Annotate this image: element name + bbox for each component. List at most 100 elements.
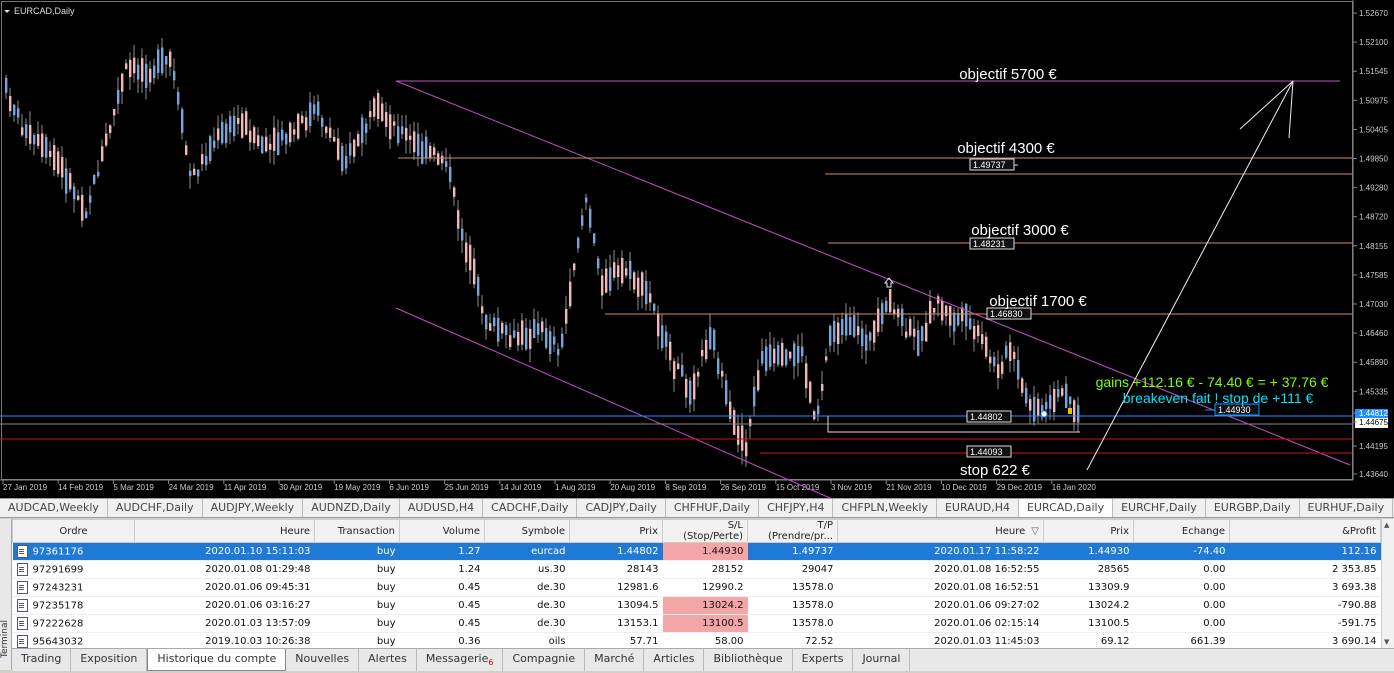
column-header[interactable]: Transaction — [314, 519, 400, 543]
candle-body — [937, 296, 940, 304]
terminal-tab[interactable]: Experts — [793, 649, 854, 671]
column-header[interactable]: &Profit — [1229, 519, 1381, 543]
table-row[interactable]: 97243231 2020.01.06 09:45:31 buy 0.45 de.30 1… — [12, 578, 1381, 597]
column-header[interactable]: Echange — [1133, 519, 1230, 543]
table-row[interactable]: 97222628 2020.01.03 13:57:09 buy 0.45 de.30 1… — [12, 614, 1381, 633]
candle-body — [13, 104, 16, 116]
table-cell: 12981.6 — [569, 578, 663, 597]
column-header[interactable]: T/P (Prendre/pr... — [747, 519, 838, 543]
candle — [917, 320, 920, 357]
candle — [837, 316, 840, 356]
symbol-tab[interactable]: AUDNZD,Daily — [303, 499, 400, 517]
table-row[interactable]: 97291699 2020.01.08 01:29:48 buy 1.24 us.30 2… — [12, 560, 1381, 579]
candle-body — [129, 59, 132, 78]
entry-marker-icon — [1040, 410, 1048, 418]
column-header[interactable]: Heure ▽ — [837, 519, 1044, 543]
terminal-tab[interactable]: Trading — [12, 649, 72, 671]
candle-body — [421, 141, 424, 164]
candle — [461, 218, 464, 254]
symbol-tab[interactable]: CHFPLN,Weekly — [833, 499, 937, 517]
symbol-tab[interactable]: EURGBP,Daily — [1206, 499, 1300, 517]
symbol-tab[interactable]: CHFJPY,H4 — [759, 499, 834, 517]
candle — [625, 260, 628, 279]
close-icon[interactable]: ✕ — [0, 579, 51, 587]
terminal-tab[interactable]: Marché — [585, 649, 645, 671]
terminal-tab[interactable]: Bibliothèque — [704, 649, 793, 671]
price-tick-label: 1.47030 — [1359, 300, 1388, 309]
candle-body — [269, 143, 272, 150]
candle-body — [505, 325, 508, 336]
terminal-tab-label: Marché — [594, 652, 635, 665]
terminal-tab[interactable]: Historique du compte — [147, 649, 287, 671]
candle-body — [225, 123, 228, 144]
column-header[interactable]: Ordre — [12, 519, 135, 543]
table-cell: 2020.01.08 16:52:51 — [837, 578, 1044, 597]
symbol-tab[interactable]: AUDCHF,Daily — [108, 499, 203, 517]
order-document-icon — [16, 599, 28, 612]
terminal-tab[interactable]: Nouvelles — [286, 649, 360, 671]
table-row[interactable]: 97235178 2020.01.06 03:16:27 buy 0.45 de.30 1… — [12, 596, 1381, 615]
scroll-up-icon[interactable]: ▲ — [1384, 521, 1390, 529]
price-chart[interactable]: EURCAD,Daily 1.52670 1.52100 1.51545 1.50975… — [0, 0, 1394, 498]
candle-body — [969, 318, 972, 330]
column-header-label: Ordre — [59, 525, 88, 537]
terminal-tab-label: Trading — [21, 652, 62, 665]
order-cell: 97235178 — [12, 596, 135, 615]
column-header[interactable]: Volume — [399, 519, 485, 543]
candle-body — [653, 303, 656, 311]
column-header[interactable]: Prix — [569, 519, 663, 543]
candle — [405, 114, 408, 154]
cell-value: 0.36 — [458, 636, 481, 647]
candle-body — [57, 151, 60, 174]
terminal-tab[interactable]: Messagerie6 — [417, 649, 504, 671]
table-header-row: Ordre Heure Transaction Volume Symbole Prix S/… — [12, 519, 1381, 543]
candle — [57, 147, 60, 178]
candle-body — [161, 47, 164, 74]
candle-body — [1005, 345, 1008, 358]
symbol-tab[interactable]: CHFHUF,Daily — [666, 499, 760, 517]
candle — [537, 311, 540, 343]
terminal-tab[interactable]: Articles — [644, 649, 705, 671]
order-cell: 97291699 — [12, 560, 135, 579]
candle — [149, 61, 152, 92]
column-header[interactable]: S/L (Stop/Perte) — [662, 519, 748, 543]
column-header[interactable]: Heure — [134, 519, 315, 543]
candle-body — [273, 127, 276, 151]
table-cell: -790.88 — [1229, 596, 1381, 615]
column-header[interactable]: Prix — [1043, 519, 1134, 543]
terminal-tab[interactable]: Alertes — [359, 649, 417, 671]
symbol-tab[interactable]: EURCAD,Daily — [1018, 499, 1114, 517]
symbol-tab[interactable]: AUDUSD,H4 — [400, 499, 484, 517]
symbol-tab[interactable]: EURAUD,H4 — [937, 499, 1019, 517]
candle-body — [253, 127, 256, 144]
candle — [1025, 382, 1028, 407]
terminal-tab[interactable]: Compagnie — [503, 649, 586, 671]
symbol-tab[interactable]: AUDCAD,Weekly — [0, 499, 108, 517]
candle-body — [661, 325, 664, 349]
candle-body — [737, 425, 740, 445]
candle — [1037, 392, 1040, 424]
symbol-tab[interactable]: EURHUF,Daily — [1300, 499, 1394, 517]
terminal-tab[interactable]: Exposition — [71, 649, 148, 671]
candle-body — [817, 405, 820, 415]
candle — [13, 103, 16, 122]
symbol-tab[interactable]: AUDJPY,Weekly — [203, 499, 304, 517]
candle — [333, 129, 336, 142]
candle — [953, 307, 956, 346]
symbol-tab[interactable]: CADJPY,Daily — [577, 499, 666, 517]
candle — [473, 247, 476, 289]
symbol-tab[interactable]: CADCHF,Daily — [483, 499, 578, 517]
date-tick-label: 29 Dec 2019 — [997, 483, 1043, 492]
symbol-tab[interactable]: EURCHF,Daily — [1113, 499, 1206, 517]
candle-body — [833, 320, 836, 342]
price-tick-label: 1.50405 — [1359, 125, 1388, 134]
terminal-tab[interactable]: Journal — [853, 649, 911, 671]
scroll-down-icon[interactable]: ▼ — [1384, 638, 1390, 646]
table-scrollbar[interactable]: ▲ ▼ — [1381, 519, 1394, 648]
table-row[interactable]: 97361176 2020.01.10 15:11:03 buy 1.27 eurcad… — [12, 542, 1381, 561]
table-cell: buy — [314, 542, 400, 561]
chart-canvas[interactable]: EURCAD,Daily 1.52670 1.52100 1.51545 1.50975… — [0, 0, 1394, 498]
candle-body — [397, 126, 400, 144]
candle-body — [685, 378, 688, 398]
column-header[interactable]: Symbole — [484, 519, 570, 543]
